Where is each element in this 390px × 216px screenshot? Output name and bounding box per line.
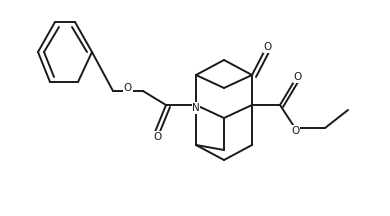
- Text: N: N: [192, 103, 200, 113]
- Text: O: O: [291, 126, 299, 136]
- Text: O: O: [264, 42, 272, 52]
- Text: O: O: [294, 72, 302, 82]
- Text: O: O: [124, 83, 132, 93]
- Text: O: O: [153, 132, 161, 142]
